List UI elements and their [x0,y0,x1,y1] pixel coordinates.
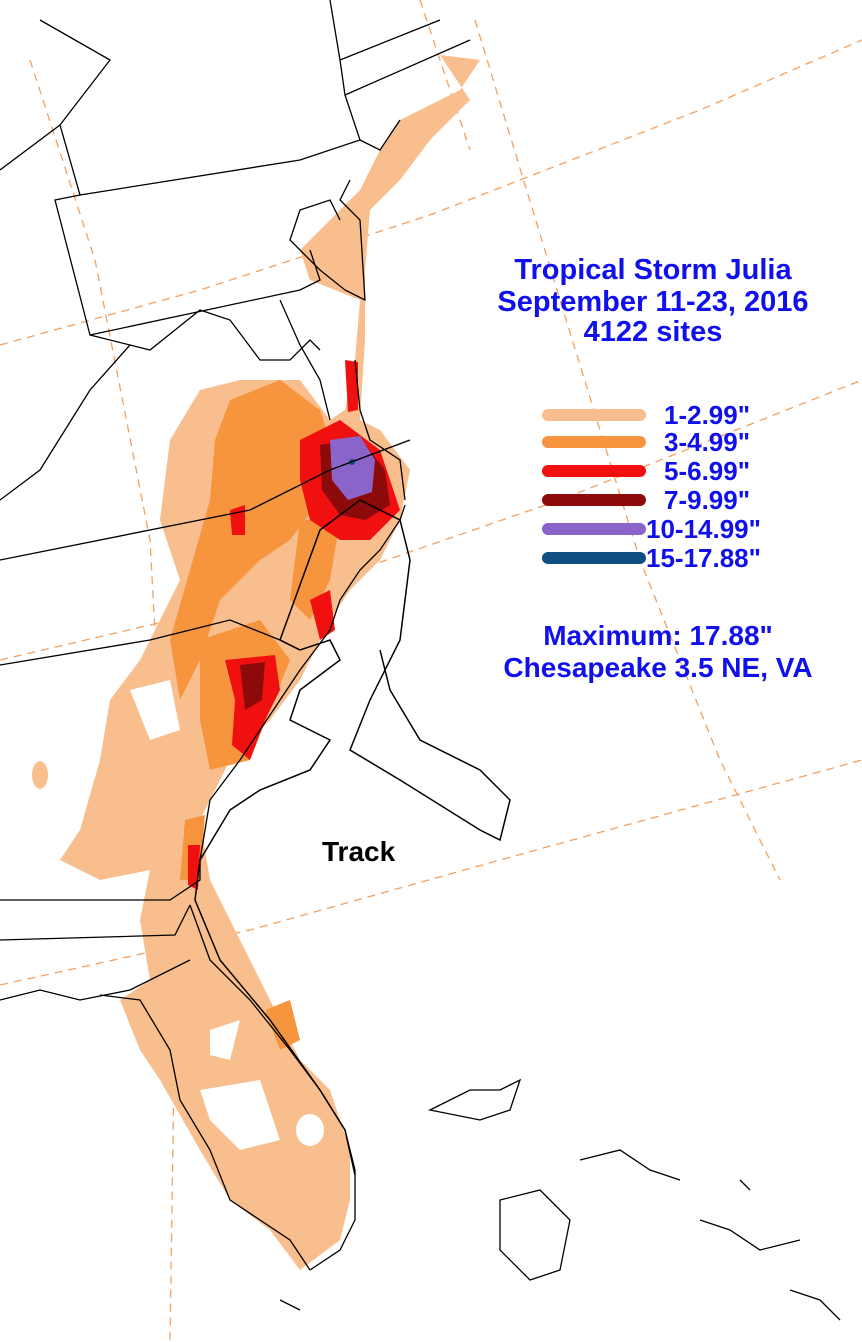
legend-label: 15-17.88" [646,543,761,573]
legend-swatch [542,409,646,421]
maximum-location: Chesapeake 3.5 NE, VA [503,652,813,683]
map-title-line2: September 11-23, 2016 [497,286,809,318]
legend-label: 1-2.99" [664,400,751,430]
map-title-line1: Tropical Storm Julia [514,254,792,286]
map-title-line3: 4122 sites [583,316,723,348]
track-label: Track [322,836,396,867]
storm-track [194,499,511,1176]
rain-gaps [130,680,324,1150]
legend-label: 5-6.99" [664,456,751,486]
rain-10-15in [330,436,375,500]
maximum-value: Maximum: 17.88" [543,620,773,651]
legend-swatch [542,494,646,506]
legend-swatch [542,436,646,448]
legend-label: 7-9.99" [664,485,751,515]
legend-swatch [542,465,646,477]
legend-label: 10-14.99" [646,514,761,544]
legend-swatch [542,523,646,535]
legend-label: 3-4.99" [664,427,751,457]
legend-swatch [542,552,646,564]
